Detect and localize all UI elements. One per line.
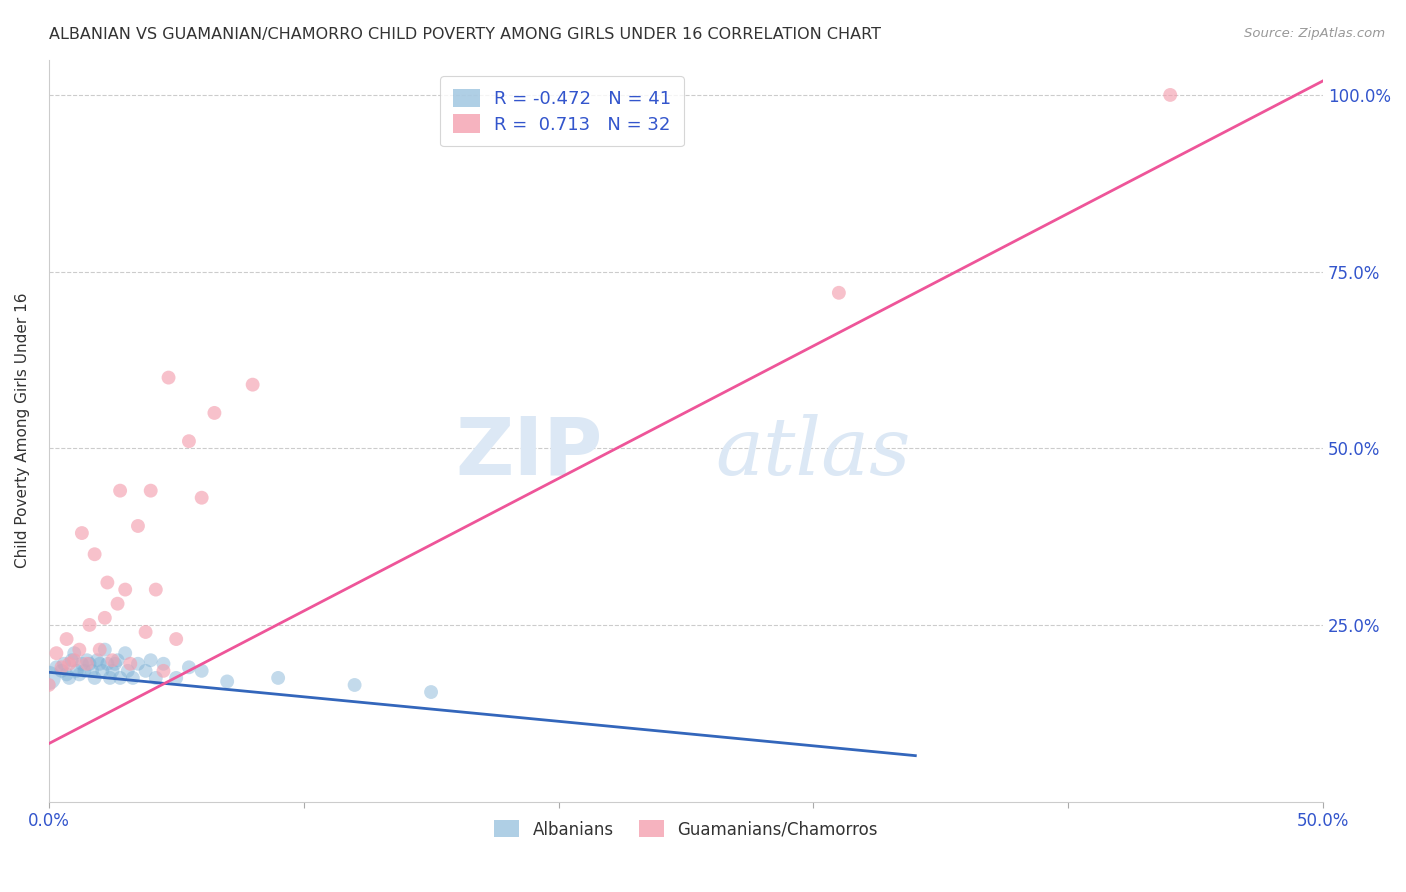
Point bbox=[83, 547, 105, 561]
Point bbox=[51, 664, 73, 678]
Point bbox=[79, 618, 101, 632]
Point bbox=[94, 611, 117, 625]
Point bbox=[63, 646, 86, 660]
Point bbox=[343, 678, 366, 692]
Point bbox=[107, 597, 129, 611]
Point bbox=[76, 657, 98, 671]
Point bbox=[107, 653, 129, 667]
Y-axis label: Child Poverty Among Girls Under 16: Child Poverty Among Girls Under 16 bbox=[15, 293, 30, 568]
Point bbox=[58, 671, 80, 685]
Point bbox=[91, 664, 114, 678]
Point bbox=[67, 642, 90, 657]
Text: atlas: atlas bbox=[716, 414, 911, 491]
Point bbox=[86, 653, 108, 667]
Point bbox=[177, 434, 200, 449]
Point bbox=[120, 657, 142, 671]
Point bbox=[70, 526, 93, 541]
Point bbox=[217, 674, 239, 689]
Point bbox=[70, 657, 93, 671]
Point bbox=[89, 642, 111, 657]
Point bbox=[121, 671, 143, 685]
Legend: Albanians, Guamanians/Chamorros: Albanians, Guamanians/Chamorros bbox=[488, 814, 884, 846]
Point bbox=[96, 657, 118, 671]
Point bbox=[83, 671, 105, 685]
Point bbox=[139, 653, 162, 667]
Point bbox=[127, 657, 149, 671]
Point bbox=[152, 657, 174, 671]
Point bbox=[152, 664, 174, 678]
Point bbox=[145, 671, 167, 685]
Point bbox=[63, 653, 86, 667]
Point bbox=[38, 671, 60, 685]
Text: ZIP: ZIP bbox=[456, 414, 603, 491]
Point bbox=[420, 685, 443, 699]
Point bbox=[127, 519, 149, 533]
Point bbox=[80, 664, 103, 678]
Point bbox=[267, 671, 290, 685]
Point bbox=[58, 657, 80, 671]
Point bbox=[60, 653, 83, 667]
Point bbox=[55, 667, 77, 681]
Point bbox=[177, 660, 200, 674]
Point bbox=[51, 660, 73, 674]
Point bbox=[96, 575, 118, 590]
Point bbox=[190, 491, 212, 505]
Point bbox=[145, 582, 167, 597]
Point bbox=[53, 657, 76, 671]
Point bbox=[165, 632, 187, 646]
Point bbox=[242, 377, 264, 392]
Point bbox=[114, 646, 136, 660]
Point bbox=[828, 285, 851, 300]
Point bbox=[135, 664, 157, 678]
Point bbox=[190, 664, 212, 678]
Point bbox=[45, 646, 67, 660]
Point bbox=[1159, 87, 1181, 102]
Point bbox=[108, 671, 131, 685]
Point bbox=[135, 624, 157, 639]
Point bbox=[101, 653, 124, 667]
Point bbox=[114, 582, 136, 597]
Point bbox=[139, 483, 162, 498]
Point bbox=[73, 664, 96, 678]
Point bbox=[79, 657, 101, 671]
Point bbox=[45, 660, 67, 674]
Point bbox=[165, 671, 187, 685]
Point bbox=[204, 406, 226, 420]
Point bbox=[76, 653, 98, 667]
Text: ALBANIAN VS GUAMANIAN/CHAMORRO CHILD POVERTY AMONG GIRLS UNDER 16 CORRELATION CH: ALBANIAN VS GUAMANIAN/CHAMORRO CHILD POV… bbox=[49, 27, 882, 42]
Point bbox=[94, 642, 117, 657]
Point bbox=[101, 664, 124, 678]
Point bbox=[67, 667, 90, 681]
Text: Source: ZipAtlas.com: Source: ZipAtlas.com bbox=[1244, 27, 1385, 40]
Point bbox=[157, 370, 180, 384]
Point bbox=[98, 671, 121, 685]
Point bbox=[117, 664, 139, 678]
Point bbox=[104, 657, 127, 671]
Point bbox=[38, 678, 60, 692]
Point bbox=[66, 664, 89, 678]
Point bbox=[55, 632, 77, 646]
Point bbox=[89, 657, 111, 671]
Point bbox=[108, 483, 131, 498]
